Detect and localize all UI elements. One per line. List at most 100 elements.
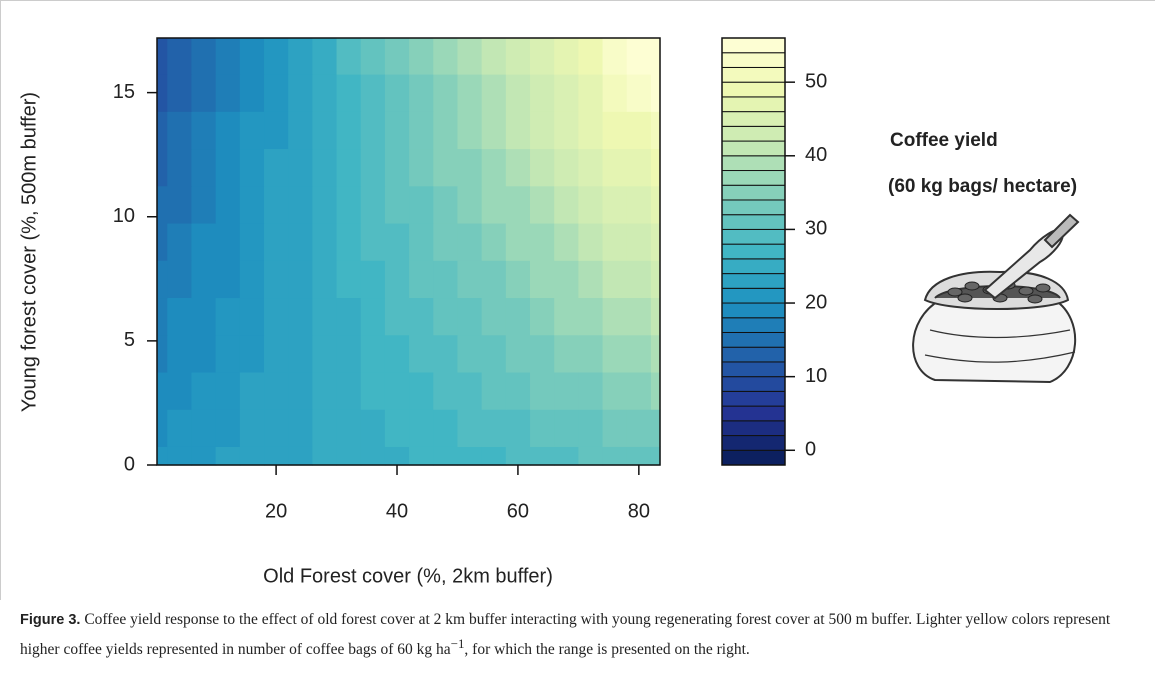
contour-cell <box>157 409 168 447</box>
contour-cell <box>409 111 434 150</box>
contour-cell <box>481 446 507 466</box>
contour-cell <box>602 185 628 224</box>
contour-cell <box>433 334 459 373</box>
contour-cell <box>288 409 313 447</box>
contour-cell <box>578 409 604 447</box>
contour-cell <box>288 185 313 224</box>
colorbar-band <box>721 302 786 319</box>
contour-cell <box>288 446 313 466</box>
contour-cell <box>457 111 483 150</box>
contour-cell <box>264 409 289 447</box>
contour-cell <box>157 148 168 187</box>
contour-cell <box>312 185 338 224</box>
colorbar-band <box>721 243 786 260</box>
contour-cell <box>602 297 628 336</box>
contour-cell <box>554 446 579 466</box>
contour-cell <box>433 297 459 336</box>
annotation-title: Coffee yield <box>890 130 998 151</box>
contour-cell <box>360 73 386 112</box>
contour-cell <box>312 73 338 112</box>
contour-cell <box>167 371 193 410</box>
contour-cell <box>167 260 193 299</box>
contour-cell <box>433 371 459 410</box>
colorbar-tick-label: 20 <box>805 291 827 313</box>
contour-cell <box>650 111 661 150</box>
contour-cell <box>167 185 193 224</box>
contour-cell <box>650 185 661 224</box>
contour-cell <box>578 73 604 112</box>
contour-cell <box>433 185 459 224</box>
contour-cell <box>312 222 338 261</box>
contour-cell <box>264 446 289 466</box>
colorbar-band <box>721 184 786 201</box>
contour-cell <box>239 38 265 75</box>
contour-cell <box>505 38 531 75</box>
contour-cell <box>457 446 483 466</box>
contour-cell <box>626 446 652 466</box>
contour-cell <box>288 38 313 75</box>
contour-cell <box>505 73 531 112</box>
contour-cell <box>626 334 652 373</box>
contour-cell <box>336 446 362 466</box>
contour-cell <box>239 409 265 447</box>
contour-cell <box>157 446 168 466</box>
colorbar-band <box>721 228 786 245</box>
contour-cell <box>530 148 555 187</box>
contour-cell <box>336 260 362 299</box>
contour-cell <box>215 222 241 261</box>
contour-cell <box>626 222 652 261</box>
contour-cell <box>167 334 193 373</box>
contour-cell <box>336 38 362 75</box>
contour-cell <box>239 297 265 336</box>
colorbar-band <box>721 361 786 378</box>
contour-cell <box>360 297 386 336</box>
contour-cell <box>578 260 604 299</box>
contour-cell <box>626 38 652 75</box>
contour-cell <box>360 222 386 261</box>
contour-cell <box>157 371 168 410</box>
contour-cell <box>360 334 386 373</box>
contour-cell <box>409 334 434 373</box>
contour-cell <box>554 38 579 75</box>
colorbar-band <box>721 81 786 98</box>
contour-cell <box>384 73 410 112</box>
contour-cell <box>215 73 241 112</box>
x-tick-label: 20 <box>265 500 287 522</box>
contour-cell <box>530 260 555 299</box>
contour-cell <box>384 148 410 187</box>
contour-cell <box>554 260 579 299</box>
caption-text: Coffee yield response to the effect of o… <box>20 611 1111 659</box>
contour-cell <box>457 371 483 410</box>
colorbar-band <box>721 449 786 466</box>
contour-cell <box>578 297 604 336</box>
contour-cell <box>530 371 555 410</box>
contour-cell <box>215 260 241 299</box>
contour-cell <box>433 73 459 112</box>
contour-cell <box>530 446 555 466</box>
contour-cell <box>626 73 652 112</box>
contour-cell <box>264 73 289 112</box>
contour-cell <box>360 38 386 75</box>
contour-cell <box>578 148 604 187</box>
contour-cell <box>384 297 410 336</box>
contour-cell <box>409 148 434 187</box>
colorbar-band <box>721 420 786 437</box>
contour-cell <box>360 111 386 150</box>
colorbar-tick-label: 10 <box>805 365 827 387</box>
contour-cell <box>167 222 193 261</box>
contour-cell <box>530 297 555 336</box>
contour-cell <box>191 73 217 112</box>
contour-cell <box>554 73 579 112</box>
contour-cell <box>157 185 168 224</box>
contour-cell <box>312 38 338 75</box>
contour-cell <box>650 73 661 112</box>
contour-cell <box>554 148 579 187</box>
contour-cell <box>191 334 217 373</box>
contour-cell <box>384 38 410 75</box>
contour-cell <box>433 148 459 187</box>
colorbar-band <box>721 405 786 422</box>
contour-cell <box>602 371 628 410</box>
contour-cell <box>578 222 604 261</box>
contour-cell <box>384 334 410 373</box>
contour-cell <box>626 409 652 447</box>
